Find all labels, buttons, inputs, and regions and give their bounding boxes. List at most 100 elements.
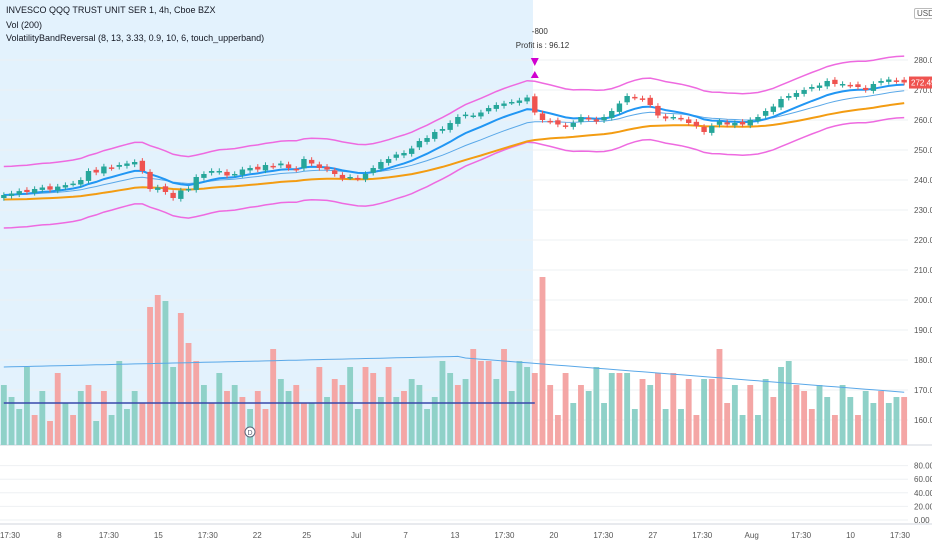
volume-bar — [347, 367, 354, 445]
time-tick-label: Jul — [351, 531, 361, 540]
volume-bar — [108, 415, 115, 445]
volume-bar — [16, 409, 23, 445]
volume-bar — [454, 385, 461, 445]
volume-bar — [377, 397, 384, 445]
volume-bar — [362, 367, 369, 445]
candle-body — [47, 186, 53, 190]
volume-bar — [401, 391, 407, 445]
candle-body — [193, 177, 199, 190]
candle-body — [893, 80, 900, 82]
time-tick-label: 27 — [648, 531, 657, 540]
volume-bar — [855, 415, 861, 445]
candle-body — [408, 148, 415, 154]
candle-body — [570, 123, 576, 127]
candle-body — [293, 168, 299, 171]
time-tick-label: 25 — [302, 531, 311, 540]
time-tick-label: 17:30 — [0, 531, 21, 540]
candle-body — [224, 171, 230, 176]
volume-bar — [893, 397, 900, 445]
candle-body — [493, 105, 500, 109]
candle-body — [62, 185, 69, 188]
candle-body — [578, 117, 584, 122]
volume-bar — [747, 385, 754, 445]
volume-bar — [654, 373, 661, 445]
volume-bar — [324, 397, 330, 445]
candle-body — [686, 119, 692, 123]
candle-body — [816, 85, 823, 88]
volume-bar — [870, 403, 877, 445]
candle-body — [547, 120, 553, 123]
volume-indicator-label[interactable]: Vol (200) — [6, 20, 43, 30]
candle-body — [185, 189, 192, 191]
candle-body — [662, 116, 669, 119]
candle-body — [78, 180, 84, 185]
volume-bar — [647, 385, 654, 445]
candle-body — [739, 121, 746, 125]
time-tick-label: 20 — [549, 531, 558, 540]
lower-tick-label: 0.00 — [914, 516, 930, 525]
candle-body — [755, 117, 761, 121]
candle-body — [624, 96, 630, 103]
volume-bar — [670, 373, 677, 445]
price-tick-label: 220.00 — [914, 236, 932, 245]
volume-bar — [493, 379, 500, 445]
candle-body — [316, 164, 323, 168]
volume-bar — [808, 409, 815, 445]
candle-body — [55, 186, 61, 191]
candle-body — [24, 189, 30, 192]
symbol-title[interactable]: INVESCO QQQ TRUST UNIT SER 1, 4h, Cboe B… — [6, 5, 216, 15]
volume-bar — [816, 385, 823, 445]
candle-body — [31, 189, 38, 193]
candle-body — [886, 79, 892, 82]
candle-body — [832, 79, 838, 84]
candle-body — [485, 108, 492, 112]
candle-body — [432, 132, 438, 139]
time-tick-label: 15 — [154, 531, 163, 540]
volume-bar — [539, 277, 546, 445]
candle-body — [85, 171, 92, 181]
time-tick-label: 17:30 — [692, 531, 713, 540]
lower-tick-label: 40.00 — [914, 489, 932, 498]
candle-body — [393, 154, 399, 158]
volume-bar — [585, 391, 592, 445]
volume-bar — [608, 373, 615, 445]
volume-bar — [839, 385, 846, 445]
candle-body — [678, 117, 684, 120]
candle-body — [862, 87, 869, 90]
candle-body — [632, 96, 638, 99]
candle-body — [139, 160, 146, 171]
candle-body — [332, 170, 338, 174]
volume-bar — [170, 367, 177, 445]
dividend-event-icon — [244, 426, 256, 438]
candle-body — [208, 171, 215, 173]
volume-bar — [224, 391, 230, 445]
candle-body — [532, 96, 538, 113]
candle-body — [455, 117, 461, 124]
candle-body — [655, 105, 661, 116]
vbr-indicator-label[interactable]: VolatilityBandReversal (8, 13, 3.33, 0.9… — [6, 33, 265, 43]
volume-bar — [470, 349, 477, 445]
volume-bar — [731, 385, 738, 445]
candle-body — [470, 115, 476, 117]
time-tick-label: 22 — [253, 531, 262, 540]
volume-bar — [70, 415, 77, 445]
candle-body — [855, 84, 861, 87]
time-tick-label: 17:30 — [890, 531, 911, 540]
volume-bar — [601, 403, 607, 445]
volume-bar — [547, 385, 554, 445]
currency-label[interactable]: USD — [914, 8, 932, 19]
candle-body — [232, 174, 238, 176]
candle-body — [339, 174, 346, 179]
volume-bar — [293, 385, 300, 445]
volume-bar — [239, 397, 246, 445]
volume-bar — [739, 415, 746, 445]
candle-body — [693, 121, 700, 126]
volume-bar — [39, 391, 46, 445]
candle-body — [301, 159, 307, 169]
candle-body — [878, 81, 884, 83]
volume-bar — [762, 379, 769, 445]
candle-body — [178, 190, 184, 199]
volume-bar — [77, 391, 84, 445]
candle-body — [416, 141, 423, 148]
